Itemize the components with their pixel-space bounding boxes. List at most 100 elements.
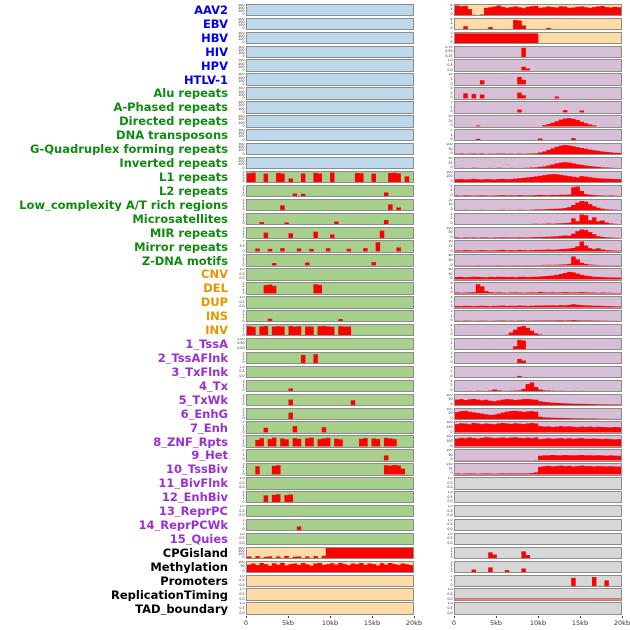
y-tick-label: 0.0 <box>239 485 245 490</box>
right-track-panel <box>454 254 622 267</box>
right-track-panel <box>454 310 622 323</box>
track-row: G-Quadruplex forming repeats 300 200 100 0 10… <box>0 142 630 156</box>
y-tick-label: 2 <box>450 101 453 105</box>
y-tick-label: 100 <box>238 92 245 97</box>
y-tick-label: 100 <box>238 106 245 111</box>
left-track-bars <box>247 478 413 488</box>
track-label: DNA transposons <box>116 129 228 142</box>
right-y-axis-ticks: 50 25 0 <box>440 240 454 252</box>
y-tick-label: 0.0 <box>447 513 453 518</box>
y-tick-label: 0 <box>242 26 245 31</box>
track-label: DEL <box>203 282 228 295</box>
track-row: HPV 300 200 100 0 1.0 0.5 0.0 <box>0 59 630 73</box>
y-tick-label: 0.0 <box>239 513 245 518</box>
track-row: 2_TssAFlnk 3 2 1 0 2 1 0 <box>0 351 630 365</box>
y-tick-label: 0 <box>450 290 453 295</box>
y-tick-label: 3 <box>242 254 245 258</box>
y-tick-label: 3 <box>242 184 245 188</box>
right-x-axis: 0 5kb 10kb 15kb 20kb <box>452 615 630 628</box>
y-tick-label: 2 <box>242 256 245 261</box>
y-tick-label: 2 <box>450 548 453 553</box>
y-tick-label: 0 <box>450 569 453 574</box>
left-track-bars <box>271 262 376 266</box>
y-tick-label: 0 <box>450 401 453 406</box>
right-track-panel <box>454 518 622 532</box>
y-tick-label: 0 <box>242 207 245 212</box>
right-track-panel <box>454 574 622 587</box>
y-tick-label: 1.0 <box>239 574 245 578</box>
y-tick-label: 1.0 <box>239 477 245 481</box>
y-tick-label: 200 <box>238 117 245 122</box>
left-track-bars <box>247 534 413 544</box>
right-track-panel <box>454 156 622 170</box>
track-label: ReplicationTiming <box>110 588 228 601</box>
x-axis-label: 15kb <box>571 618 589 627</box>
y-tick-label: 200 <box>446 435 453 439</box>
right-track-panel <box>454 282 622 295</box>
track-label: HTLV-1 <box>183 73 228 86</box>
x-axis-label: 5kb <box>489 618 503 627</box>
right-track-bars <box>455 5 621 16</box>
right-track-panel <box>454 198 622 212</box>
right-track-panel <box>454 296 622 309</box>
y-tick-label: 0.5 <box>239 271 245 276</box>
y-tick-label: 150 <box>446 463 453 467</box>
y-tick-label: 0.0 <box>239 276 245 281</box>
track-row: CNV 1.0 0.5 0.0 80 40 0 <box>0 268 630 282</box>
axis-spacer <box>0 616 232 628</box>
right-track-panel <box>454 101 622 114</box>
track-row: CPGisland 300 200 100 0 3 2 1 0 <box>0 546 630 560</box>
track-label: INS <box>205 310 228 323</box>
right-track-panel <box>454 17 622 31</box>
y-tick-label: 100 <box>446 142 453 146</box>
right-track-panel <box>454 226 622 239</box>
track-row: L2 repeats 3 2 1 0 4 2 0 <box>0 184 630 198</box>
y-tick-label: 0 <box>242 123 245 128</box>
track-row: INS 3 2 1 0 2 1 0 <box>0 309 630 323</box>
track-row: HTLV-1 300 200 100 0 10 5 0 <box>0 73 630 87</box>
y-tick-label: 1 <box>242 440 245 445</box>
y-tick-label: 50 <box>448 156 453 160</box>
y-tick-label: 200 <box>238 548 245 553</box>
y-tick-label: 4 <box>450 7 453 12</box>
x-axis-label: 20kb <box>613 618 630 627</box>
left-track-bars <box>247 88 413 98</box>
left-track-bars <box>280 204 401 211</box>
x-axis-label: 15kb <box>363 618 381 627</box>
right-track-panel <box>454 240 622 253</box>
y-tick-label: 0.50 <box>445 49 453 54</box>
left-track-panel <box>246 226 414 239</box>
right-track-bars <box>455 241 621 252</box>
y-tick-label: 1 <box>242 287 245 292</box>
left-track-panel <box>246 310 414 323</box>
track-label: Mirror repeats <box>134 240 228 253</box>
left-track-panel <box>246 87 414 100</box>
y-tick-label: 1 <box>242 426 245 431</box>
track-label: EBV <box>202 17 228 30</box>
track-row: DUP 1.0 0.5 0.0 4 2 0 <box>0 295 630 309</box>
y-tick-label: 300 <box>446 421 453 425</box>
x-axis-tick <box>580 615 581 619</box>
y-tick-label: 0 <box>450 387 453 392</box>
track-label: HIV <box>205 45 228 58</box>
y-tick-label: 50 <box>448 240 453 244</box>
right-y-axis-ticks: 50 25 0 <box>440 115 454 127</box>
track-label: 8_ZNF_Rpts <box>153 435 228 448</box>
y-tick-label: 0.25 <box>445 53 453 58</box>
track-label: 14_ReprPCWk <box>138 519 228 532</box>
y-tick-label: 10 <box>448 73 453 77</box>
y-tick-label: 300 <box>238 73 245 77</box>
y-tick-label: 100 <box>238 78 245 83</box>
x-axis-label: 5kb <box>281 618 295 627</box>
y-tick-label: 0 <box>242 416 245 420</box>
left-track-panel <box>246 254 414 267</box>
x-axis-tick <box>330 615 331 619</box>
y-tick-label: 1 <box>242 412 245 417</box>
y-tick-label: 300 <box>238 115 245 119</box>
